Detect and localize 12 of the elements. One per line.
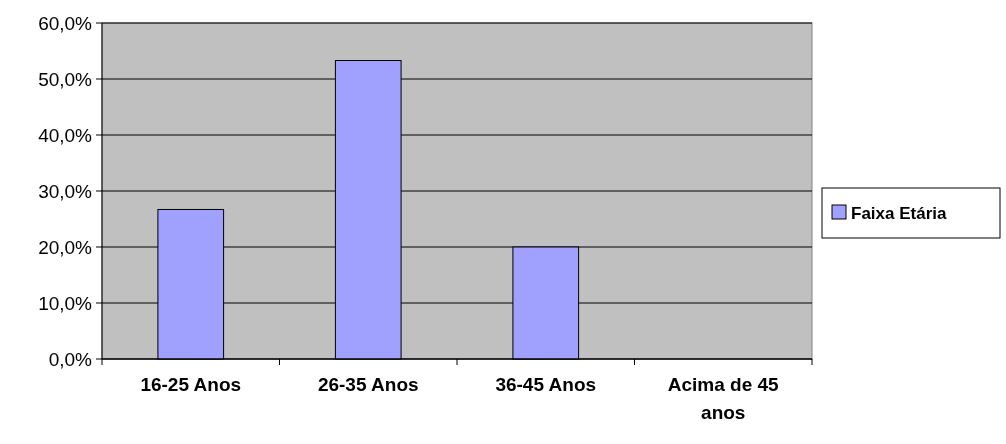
x-tick-label: Acima de 45 anos <box>667 374 780 423</box>
y-tick-label: 0,0% <box>48 348 93 370</box>
x-tick-label: 36-45 Anos <box>495 374 597 395</box>
y-tick-label: 50,0% <box>38 68 93 90</box>
x-tick-label: 26-35 Anos <box>317 374 419 395</box>
y-tick-label: 20,0% <box>38 236 93 258</box>
y-tick-label: 60,0% <box>38 12 93 34</box>
y-tick-label: 40,0% <box>38 124 93 146</box>
legend-label: Faixa Etária <box>851 203 947 223</box>
y-tick-label: 10,0% <box>38 292 93 314</box>
x-tick-label: 16-25 Anos <box>140 374 242 395</box>
y-tick-label: 30,0% <box>38 180 93 202</box>
